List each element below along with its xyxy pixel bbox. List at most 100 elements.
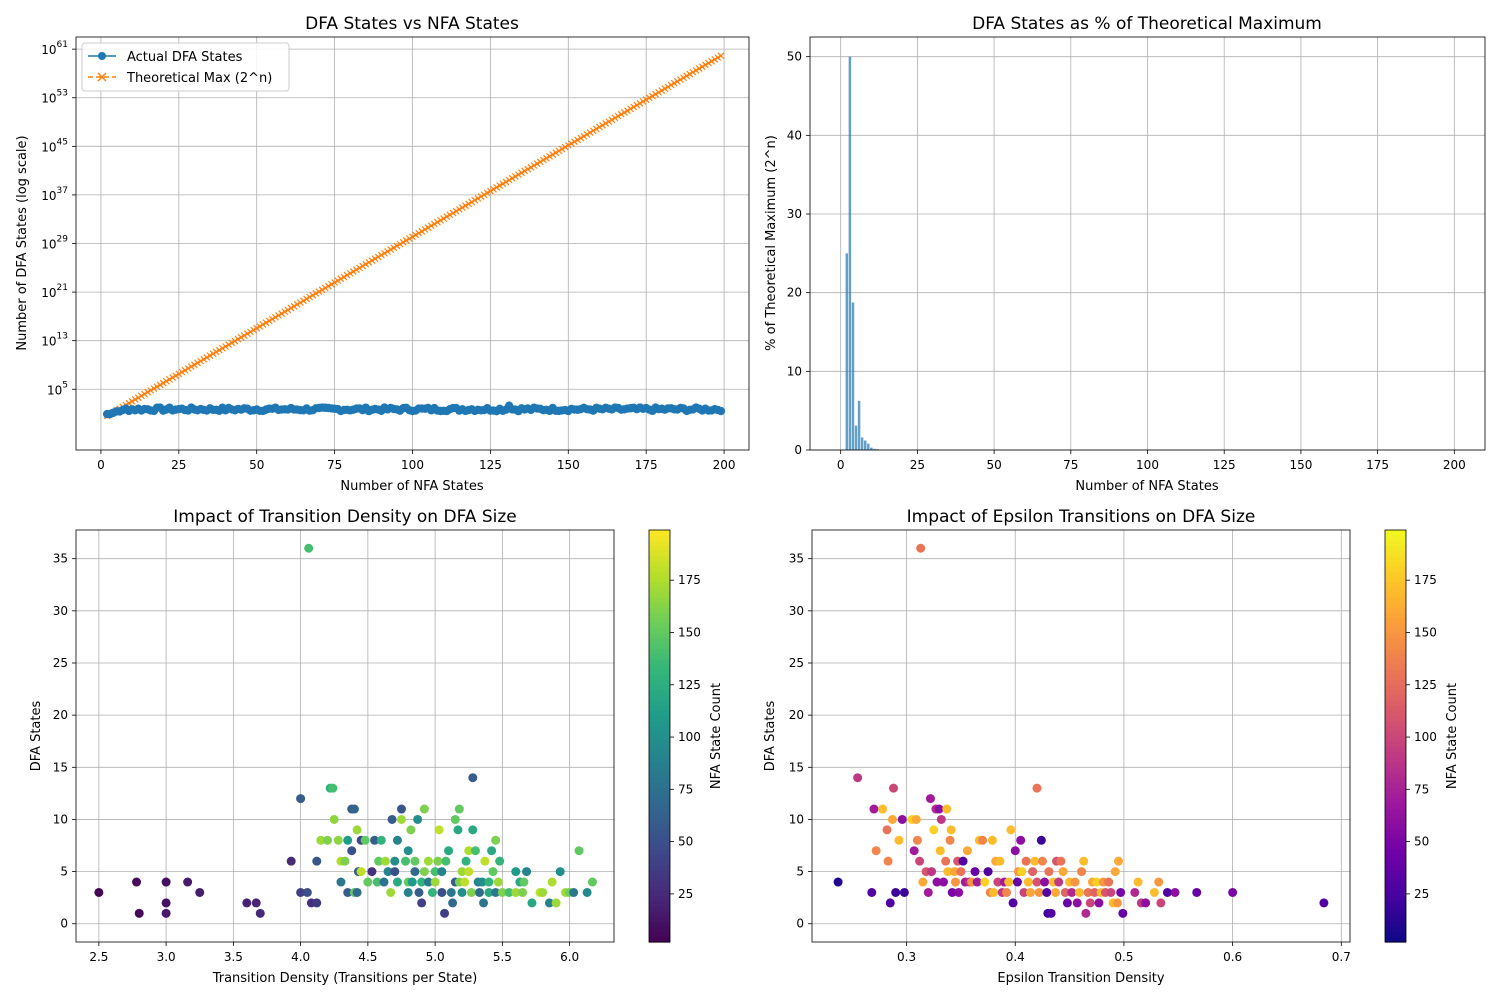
colorbar-segment <box>1385 679 1406 686</box>
x-tick-label: 0.6 <box>1223 950 1242 964</box>
scatter-point <box>1079 856 1089 866</box>
theoretical-point <box>546 152 554 160</box>
colorbar-segment <box>1385 787 1406 794</box>
theoretical-point <box>187 363 195 371</box>
scatter-point <box>555 867 565 877</box>
theoretical-point <box>698 63 706 71</box>
plot-area <box>833 543 1329 918</box>
theoretical-point <box>605 118 613 126</box>
scatter-point <box>569 887 579 897</box>
scatter-point <box>899 887 909 897</box>
theoretical-point <box>352 266 360 274</box>
scatter-point <box>1046 908 1056 918</box>
theoretical-point <box>175 370 183 378</box>
scatter-point <box>392 877 402 887</box>
scatter-point <box>894 835 904 845</box>
scatter-point <box>323 835 333 845</box>
theoretical-point <box>471 196 479 204</box>
colorbar-segment <box>1385 725 1406 732</box>
colorbar-segment <box>1385 633 1406 639</box>
colorbar-segment <box>1385 936 1406 943</box>
theoretical-point <box>371 255 379 263</box>
colorbar-segment <box>1385 761 1406 768</box>
scatter-point <box>587 877 597 887</box>
scatter-point <box>1050 887 1060 897</box>
scatter-point <box>927 867 937 877</box>
theoretical-point <box>583 130 591 138</box>
scatter-point <box>1072 898 1082 908</box>
x-ticks: 0.3 0.4 0.5 0.6 0.7 <box>897 942 1351 964</box>
x-tick-label: 2.5 <box>89 950 108 964</box>
colorbar-segment <box>649 808 670 814</box>
scatter-point <box>1060 887 1070 897</box>
y-axis-label: % of Theoretical Maximum (2^n) <box>764 135 779 351</box>
colorbar-frame <box>1384 529 1407 943</box>
theoretical-point <box>234 335 242 343</box>
scatter-point <box>1228 887 1238 897</box>
scatter-point <box>367 867 377 877</box>
theoretical-point <box>396 240 404 248</box>
y-tick-label: 20 <box>787 286 802 300</box>
theoretical-point <box>190 361 198 369</box>
theoretical-point <box>620 109 628 116</box>
x-tick-label: 0 <box>97 458 105 472</box>
scatter-point <box>491 835 501 845</box>
theoretical-point <box>490 185 497 193</box>
theoretical-point <box>652 90 659 98</box>
scatter-point <box>918 877 928 887</box>
colorbar-segment <box>1385 849 1406 856</box>
scatter-point <box>1083 887 1093 897</box>
scatter-point <box>434 825 444 835</box>
colorbar-segment <box>649 612 670 619</box>
theoretical-point <box>695 65 703 73</box>
plot-area <box>845 56 879 451</box>
colorbar: 25 50 75 100 125 150 175 <box>1384 529 1437 943</box>
theoretical-point <box>627 105 635 113</box>
colorbar-segment <box>1385 916 1406 922</box>
theoretical-point <box>639 98 647 105</box>
colorbar-segment <box>649 591 670 598</box>
theoretical-point <box>290 302 298 310</box>
scatter-point <box>1056 856 1066 866</box>
theoretical-point <box>393 242 401 250</box>
theoretical-point <box>415 229 423 237</box>
colorbar-segment <box>649 849 670 856</box>
theoretical-point <box>250 326 258 334</box>
scatter-point <box>1004 877 1014 887</box>
colorbar-segment <box>1385 890 1406 897</box>
theoretical-point <box>340 273 348 281</box>
colorbar-segment <box>649 766 670 773</box>
scatter-point <box>370 835 380 845</box>
colorbar-segment <box>1385 555 1406 562</box>
scatter-point <box>935 846 945 856</box>
colorbar-segment <box>649 653 670 660</box>
colorbar-segment <box>1385 839 1406 845</box>
scatter-point <box>871 846 881 856</box>
y-tick-label: 20 <box>789 708 804 722</box>
theoretical-point <box>477 193 485 201</box>
colorbar-tick-label: 175 <box>678 573 701 587</box>
theoretical-point <box>424 224 432 232</box>
scatter-point <box>427 887 437 897</box>
colorbar-segment <box>649 720 670 727</box>
scatter-point <box>949 867 959 877</box>
x-tick-label: 4.5 <box>358 950 377 964</box>
theoretical-point <box>390 244 398 252</box>
theoretical-point <box>596 123 603 131</box>
scatter-point <box>1192 887 1202 897</box>
colorbar-segment <box>1385 921 1406 928</box>
theoretical-point <box>206 352 214 360</box>
colorbar-segment <box>1385 658 1406 665</box>
theoretical-point <box>427 222 435 230</box>
x-tick-label: 25 <box>910 458 925 472</box>
colorbar-segment <box>1385 622 1406 629</box>
bar <box>854 425 858 450</box>
scatter-point <box>1040 877 1050 887</box>
theoretical-point <box>131 396 139 403</box>
x-axis-label: Number of NFA States <box>340 479 483 494</box>
bar <box>870 447 873 450</box>
colorbar-segment <box>1385 823 1406 830</box>
scatter-point <box>484 887 494 897</box>
scatter-point <box>1104 877 1114 887</box>
